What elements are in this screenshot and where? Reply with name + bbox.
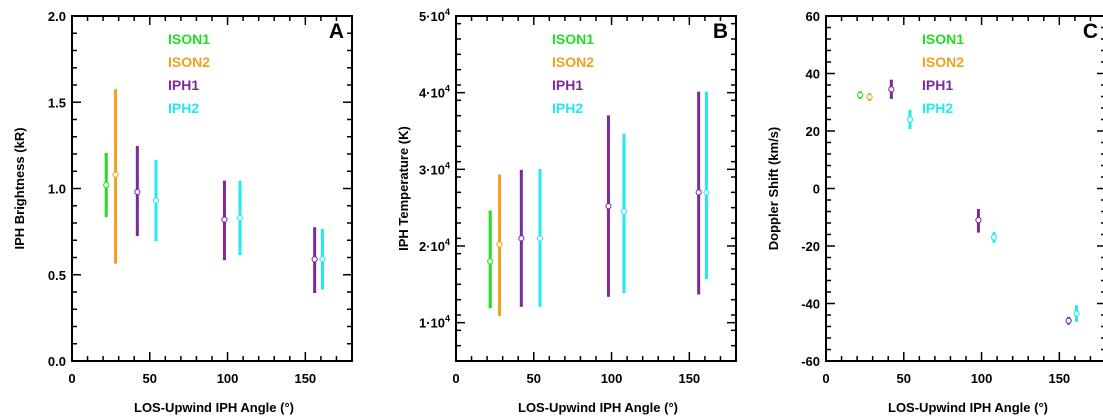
x-tick-label: 100 xyxy=(217,371,239,386)
panel-letter: B xyxy=(713,20,728,43)
data-point xyxy=(605,203,612,210)
x-tick-label: 150 xyxy=(678,371,700,386)
data-point xyxy=(536,235,544,242)
data-point xyxy=(975,217,982,224)
data-point xyxy=(311,256,318,263)
legend-entry: IPH1 xyxy=(552,77,583,93)
data-point xyxy=(134,188,141,196)
plot-frame xyxy=(825,15,1103,362)
data-point xyxy=(888,86,895,93)
x-tick-label: 0 xyxy=(452,371,459,386)
legend-entry: IPH1 xyxy=(922,77,953,93)
data-point xyxy=(906,116,914,123)
y-tick-label: 1.5 xyxy=(48,95,66,110)
x-tick-label: 100 xyxy=(971,371,993,386)
y-tick-label: 5·104 xyxy=(419,7,450,24)
data-point xyxy=(221,216,228,223)
y-tick-label: 0.0 xyxy=(48,354,66,369)
plot-frame xyxy=(455,15,737,362)
y-tick-label: 40 xyxy=(806,67,820,82)
y-tick-label: 0 xyxy=(813,182,820,197)
y-tick-label: 2.0 xyxy=(48,9,66,24)
x-tick-label: 150 xyxy=(1048,371,1070,386)
panel-letter: A xyxy=(329,20,344,43)
legend-entry: ISON1 xyxy=(922,31,964,47)
y-tick-label: 4·104 xyxy=(419,84,450,101)
data-point xyxy=(620,208,628,215)
legend-entry: ISON2 xyxy=(922,54,964,70)
data-point xyxy=(866,93,873,101)
x-axis-label: LOS-Upwind IPH Angle (°) xyxy=(134,400,294,415)
panel-a: 0 50 100 150 0.0 0.5 1.0 1.5 2.0 LOS-Upwind IPH A… xyxy=(12,9,353,415)
legend-entry: ISON2 xyxy=(552,54,594,70)
data-point xyxy=(990,234,998,241)
y-tick-label: 1.0 xyxy=(48,182,66,197)
legend-entry: IPH2 xyxy=(552,100,583,116)
legend-entry: ISON1 xyxy=(552,31,594,47)
y-tick-label: 2·104 xyxy=(419,237,450,254)
panel-c: 0 50 100 150 -60 -40 -20 0 20 40 60 LOS-Upwind IPH … xyxy=(766,9,1103,415)
data-point xyxy=(319,256,326,263)
y-axis-label: IPH Brightness (kR) xyxy=(12,127,27,249)
x-tick-label: 0 xyxy=(68,371,75,386)
data-point xyxy=(857,91,864,99)
data-point xyxy=(703,189,710,196)
data-point xyxy=(112,171,119,178)
plot-frame xyxy=(71,15,353,362)
data-point xyxy=(1073,310,1080,317)
x-axis-label: LOS-Upwind IPH Angle (°) xyxy=(888,400,1048,415)
x-tick-label: 50 xyxy=(897,371,911,386)
x-tick-label: 0 xyxy=(822,371,829,386)
y-tick-label: -60 xyxy=(801,354,820,369)
y-axis-label: IPH Temperature (K) xyxy=(396,126,411,251)
x-tick-label: 50 xyxy=(527,371,541,386)
panel-b: 0 50 100 150 1·104 2·104 3·104 4·104 5·104 LOS-Up… xyxy=(396,7,737,415)
x-tick-label: 50 xyxy=(143,371,157,386)
legend-entry: IPH2 xyxy=(168,100,199,116)
data-point xyxy=(518,235,525,242)
y-tick-label: 20 xyxy=(806,124,820,139)
data-point xyxy=(496,241,503,248)
data-point xyxy=(1065,317,1072,324)
data-point xyxy=(236,214,244,221)
x-axis-label: LOS-Upwind IPH Angle (°) xyxy=(518,400,678,415)
legend-entry: IPH2 xyxy=(922,100,953,116)
y-tick-label: 1·104 xyxy=(419,314,450,331)
data-point xyxy=(103,181,110,189)
y-tick-label: -40 xyxy=(801,297,820,312)
y-tick-label: -20 xyxy=(801,239,820,254)
y-tick-label: 60 xyxy=(806,9,820,24)
legend-entry: ISON1 xyxy=(168,31,210,47)
data-point xyxy=(487,258,494,265)
panel-letter: C xyxy=(1083,20,1098,43)
x-tick-label: 150 xyxy=(294,371,316,386)
y-tick-label: 0.5 xyxy=(48,268,66,283)
data-point xyxy=(695,189,702,196)
legend-entry: IPH1 xyxy=(168,77,199,93)
legend-entry: ISON2 xyxy=(168,54,210,70)
data-point xyxy=(152,197,160,204)
x-tick-label: 100 xyxy=(601,371,623,386)
y-tick-label: 3·104 xyxy=(419,160,450,177)
y-axis-label: Doppler Shift (km/s) xyxy=(766,127,781,251)
